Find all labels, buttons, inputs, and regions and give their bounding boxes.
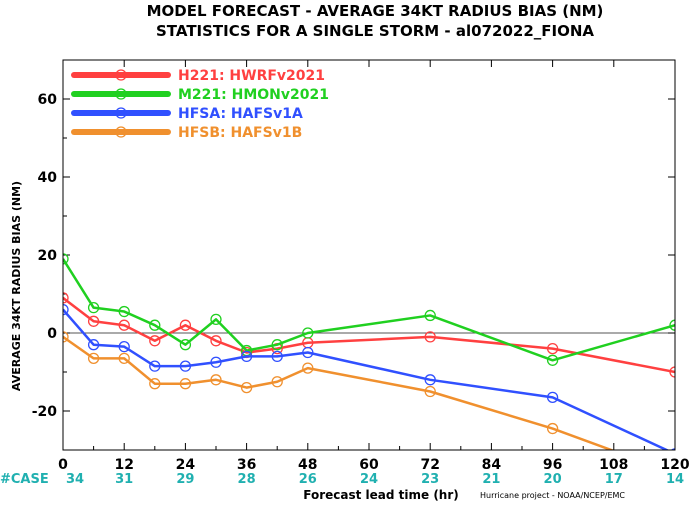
data-point xyxy=(179,360,192,372)
data-point xyxy=(210,335,222,347)
data-point xyxy=(271,376,283,388)
y-tick-label: 60 xyxy=(38,92,58,108)
x-tick-label: 60 xyxy=(359,457,379,473)
legend-label: M221: HMONv2021 xyxy=(178,87,329,103)
data-point xyxy=(546,342,559,355)
x-axis-label: Forecast lead time (hr) xyxy=(303,488,459,502)
x-tick-label: 72 xyxy=(420,457,439,473)
chart-subtitle: STATISTICS FOR A SINGLE STORM - al072022… xyxy=(156,22,594,40)
case-count: 24 xyxy=(360,472,378,487)
x-tick-label: 96 xyxy=(543,457,562,473)
data-point xyxy=(271,339,283,351)
x-tick-label: 12 xyxy=(114,457,133,473)
data-point xyxy=(546,354,559,366)
y-tick-label: 40 xyxy=(38,170,58,186)
case-count: 14 xyxy=(666,472,684,487)
data-point xyxy=(240,381,253,394)
x-tick-label: 84 xyxy=(482,457,502,473)
case-count: 20 xyxy=(544,472,562,487)
data-point xyxy=(302,362,314,374)
x-tick-label: 36 xyxy=(237,457,256,473)
legend-marker xyxy=(115,69,127,81)
series-line xyxy=(63,258,675,362)
case-count: 29 xyxy=(176,472,194,487)
legend-marker xyxy=(115,126,127,138)
data-point xyxy=(87,315,100,327)
data-point xyxy=(87,301,100,314)
legend-label: HFSA: HAFSv1A xyxy=(178,106,303,122)
data-point xyxy=(149,319,161,331)
data-point xyxy=(424,374,436,386)
data-point xyxy=(149,335,161,347)
case-count: 34 xyxy=(66,472,84,487)
x-tick-label: 24 xyxy=(176,457,196,473)
data-point xyxy=(424,331,436,343)
data-point xyxy=(669,319,675,331)
case-count: 23 xyxy=(421,472,439,487)
y-tick-label: 20 xyxy=(38,248,58,264)
legend-marker xyxy=(115,107,127,119)
x-tick-label: 0 xyxy=(58,457,68,473)
data-point xyxy=(118,340,130,353)
data-point xyxy=(63,292,69,304)
data-point xyxy=(302,346,314,359)
data-point xyxy=(63,303,69,316)
data-point xyxy=(179,319,192,331)
plot-area xyxy=(63,253,675,450)
plot-frame xyxy=(62,59,676,451)
x-tick-label: 48 xyxy=(298,457,317,473)
data-point xyxy=(118,352,130,365)
data-point xyxy=(210,313,222,326)
case-count: 28 xyxy=(238,472,256,487)
case-count: 31 xyxy=(115,472,133,487)
data-point xyxy=(179,339,192,351)
data-point xyxy=(210,374,222,386)
y-axis-label: AVERAGE 34KT RADIUS BIAS (NM) xyxy=(10,181,23,391)
data-point xyxy=(149,360,161,372)
data-point xyxy=(63,253,69,265)
data-point xyxy=(149,378,161,390)
legend-label: H221: HWRFv2021 xyxy=(178,68,325,84)
data-point xyxy=(271,350,283,363)
data-point xyxy=(87,339,100,351)
data-point xyxy=(669,366,675,378)
case-count: 17 xyxy=(605,472,623,487)
data-point xyxy=(63,331,69,343)
credit-text: Hurricane project - NOAA/NCEP/EMC xyxy=(480,491,625,500)
data-point xyxy=(240,350,253,363)
legend-label: HFSB: HAFSv1B xyxy=(178,125,302,141)
case-count: 26 xyxy=(299,472,317,487)
legend-marker xyxy=(115,88,127,100)
x-tick-label: 120 xyxy=(660,457,689,473)
y-tick-label: -20 xyxy=(32,404,58,420)
data-point xyxy=(424,385,436,398)
case-label: #CASE xyxy=(0,472,49,487)
data-point xyxy=(424,309,436,322)
y-tick-label: 0 xyxy=(47,326,57,342)
data-point xyxy=(87,352,100,365)
x-tick-label: 108 xyxy=(599,457,628,473)
data-point xyxy=(118,319,130,331)
series-line xyxy=(63,335,615,450)
data-point xyxy=(546,391,559,404)
case-count: 21 xyxy=(482,472,500,487)
series-line xyxy=(63,308,670,450)
chart-title: MODEL FORECAST - AVERAGE 34KT RADIUS BIA… xyxy=(147,2,604,20)
legend: H221: HWRFv2021 M221: HMONv2021 HFSA: HAFS… xyxy=(71,68,329,141)
data-point xyxy=(210,356,222,368)
data-point xyxy=(302,327,314,339)
data-point xyxy=(118,305,130,318)
data-point xyxy=(179,378,192,390)
data-point xyxy=(546,422,559,435)
